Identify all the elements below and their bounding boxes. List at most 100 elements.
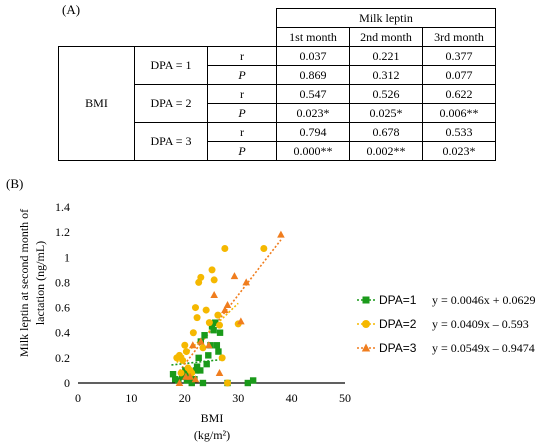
data-point <box>215 348 222 355</box>
data-point <box>191 304 199 312</box>
correlation-table-wrap: Milk leptin 1st month 2nd month 3rd mont… <box>58 8 496 161</box>
table-cell: 0.000** <box>276 141 350 161</box>
y-tick-label: 1.4 <box>55 200 70 214</box>
y-axis-title-line2: lactation (ng/mL) <box>33 241 47 325</box>
legend-equation: y = 0.0046x + 0.0629 <box>432 293 536 307</box>
column-header: 3rd month <box>422 27 496 47</box>
legend-label: DPA=1 <box>379 293 417 307</box>
column-header: 2nd month <box>349 27 423 47</box>
stat-label: r <box>207 84 277 104</box>
table-cell: 0.023* <box>422 141 496 161</box>
table-cell: 0.869 <box>276 65 350 85</box>
table-row: P 0.000** 0.002** 0.023* <box>59 141 496 161</box>
table-row: P 0.869 0.312 0.077 <box>59 65 496 85</box>
x-axis-unit: (kg/m²) <box>194 428 230 442</box>
data-point <box>216 329 224 336</box>
legend-equation: y = 0.0409x – 0.593 <box>432 317 529 331</box>
data-point <box>210 327 217 334</box>
table-cell: 0.794 <box>276 122 350 142</box>
data-point <box>193 363 201 370</box>
data-point <box>208 266 216 274</box>
table-row: BMI DPA = 1 r 0.037 0.221 0.377 <box>58 46 496 161</box>
scatter-chart: Milk leptin at second month of lactation… <box>17 200 536 442</box>
stat-label: P <box>207 141 277 161</box>
data-point <box>191 375 200 383</box>
table-cell: 0.377 <box>422 46 496 66</box>
data-point <box>179 356 187 364</box>
x-tick-label: 10 <box>125 391 137 405</box>
data-point <box>181 341 189 349</box>
data-point <box>175 379 184 386</box>
data-point <box>189 341 197 349</box>
data-point <box>193 314 201 322</box>
trendlines <box>171 239 282 372</box>
data-point <box>230 272 239 280</box>
x-tick-label: 50 <box>339 391 351 405</box>
data-point <box>201 332 208 339</box>
table-cell: 0.221 <box>349 46 423 66</box>
stat-label: r <box>207 122 277 142</box>
table-cell: 0.622 <box>422 84 496 104</box>
data-point <box>223 301 232 309</box>
row-variable: BMI <box>58 46 135 161</box>
x-tick-label: 30 <box>232 391 244 405</box>
data-point <box>171 376 179 383</box>
correlation-table: Milk leptin 1st month 2nd month 3rd mont… <box>58 8 496 161</box>
table-cell: 0.023* <box>276 103 350 123</box>
data-point <box>214 311 222 319</box>
legend-label: DPA=3 <box>379 341 417 355</box>
table-cell: 0.678 <box>349 122 423 142</box>
data-point <box>178 373 186 380</box>
data-point <box>192 367 200 374</box>
data-point <box>195 354 202 362</box>
data-point <box>212 319 219 326</box>
y-tick-label: 1.2 <box>55 225 70 239</box>
legend-entry: DPA=2 y = 0.0409x – 0.593 <box>357 317 529 331</box>
data-point <box>182 348 190 356</box>
data-point <box>169 371 177 378</box>
data-point <box>221 244 229 252</box>
legend-marker <box>361 343 371 352</box>
stat-label: r <box>207 46 277 66</box>
data-point <box>249 377 257 384</box>
data-point <box>175 351 183 359</box>
data-point <box>218 354 226 362</box>
stat-label: P <box>207 103 277 123</box>
data-point <box>205 341 213 349</box>
stat-label: P <box>207 65 277 85</box>
data-point <box>208 323 216 330</box>
x-axis-title: BMI <box>201 411 224 425</box>
y-tick-label: 0.4 <box>55 326 70 340</box>
data-point <box>221 306 229 314</box>
data-points <box>169 230 285 387</box>
data-point <box>188 379 195 387</box>
table-corner <box>58 8 277 47</box>
data-point <box>216 321 224 329</box>
table-cell: 0.025* <box>349 103 423 123</box>
table-cell: 0.533 <box>422 122 496 142</box>
data-point <box>175 377 182 384</box>
data-point <box>242 278 251 286</box>
data-point <box>210 291 218 298</box>
data-point <box>199 379 207 387</box>
y-axis-title: Milk leptin at second month of lactation… <box>17 209 47 357</box>
x-tick-label: 0 <box>75 391 81 405</box>
panel-b-label: (B) <box>6 176 24 191</box>
data-point <box>237 317 245 325</box>
data-point <box>203 360 210 368</box>
axes: 0 10 20 30 40 50 0 0.2 0.4 0.6 0.8 1 1.2 1.4 <box>55 200 351 405</box>
dpa-label: DPA = 1 <box>134 46 208 85</box>
x-tick-label: 40 <box>286 391 298 405</box>
y-axis-title-line1: Milk leptin at second month of <box>17 209 31 357</box>
data-point <box>182 367 189 374</box>
data-point <box>215 368 224 376</box>
legend-marker <box>362 296 370 304</box>
data-point <box>244 379 252 387</box>
data-point <box>202 306 210 314</box>
data-point <box>205 352 212 359</box>
y-tick-label: 0.6 <box>55 301 70 315</box>
data-point <box>186 372 194 380</box>
legend-label: DPA=2 <box>379 317 417 331</box>
table-cell: 0.002** <box>349 141 423 161</box>
data-point <box>277 230 285 238</box>
